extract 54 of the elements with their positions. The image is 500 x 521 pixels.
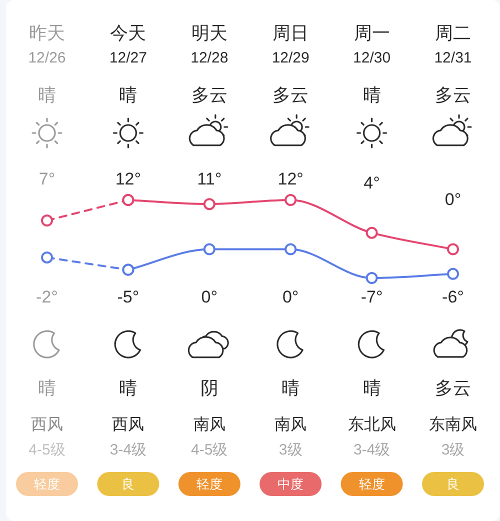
text: 中度 — [278, 476, 304, 492]
text: 12/28 — [190, 50, 228, 66]
text: 东北风 — [348, 416, 396, 434]
data-label: 0° — [282, 288, 299, 306]
data-label: -6° — [442, 288, 464, 306]
text: 轻度 — [34, 476, 60, 492]
text: 晴 — [362, 85, 381, 105]
data-label: -7° — [360, 288, 383, 306]
x-tick-label: 周日 — [272, 23, 309, 43]
text: 4-5级 — [191, 442, 228, 458]
data-label: 11° — [197, 170, 222, 188]
text: 西风 — [112, 416, 144, 434]
text: 晴 — [282, 378, 300, 398]
text: 12/29 — [272, 50, 310, 66]
data-label: -2° — [36, 288, 58, 306]
data-label: 12° — [115, 170, 142, 188]
text: 多云 — [191, 85, 228, 105]
text: 轻度 — [196, 476, 222, 492]
text: 多云 — [435, 85, 471, 105]
text: 西风 — [31, 416, 63, 434]
data-label: 0° — [201, 288, 218, 306]
text: 12/26 — [28, 50, 66, 66]
text: 3-4级 — [110, 442, 147, 458]
text: 晴 — [362, 378, 381, 398]
text: 阴 — [200, 378, 218, 398]
data-label: 12° — [278, 170, 304, 188]
data-label: 4° — [364, 173, 380, 192]
text: 3级 — [441, 442, 465, 458]
x-tick-label: 昨天 — [29, 23, 65, 43]
x-tick-label: 周二 — [435, 23, 471, 43]
text: 12/30 — [353, 50, 391, 66]
text: 3级 — [278, 442, 302, 458]
text: 晴 — [119, 85, 138, 105]
text: 良 — [122, 476, 135, 492]
text: 晴 — [119, 378, 138, 398]
data-label: -5° — [117, 288, 140, 306]
text: 晴 — [38, 85, 56, 105]
x-tick-label: 明天 — [191, 23, 228, 43]
text: 东南风 — [429, 416, 477, 434]
data-label: 0° — [444, 190, 462, 209]
text: 南风 — [193, 416, 226, 434]
text: 多云 — [272, 85, 309, 105]
text: 12/31 — [434, 50, 472, 66]
text: 轻度 — [358, 476, 385, 492]
text: 良 — [446, 476, 460, 492]
x-tick-label: 今天 — [110, 23, 146, 43]
text: 4-5级 — [28, 442, 66, 458]
x-tick-label: 周一 — [354, 23, 390, 43]
text: 晴 — [38, 378, 56, 398]
data-label: 7° — [38, 170, 56, 188]
text: 12/27 — [109, 50, 147, 66]
text: 3-4级 — [353, 442, 390, 458]
text: 多云 — [435, 378, 471, 398]
text: 南风 — [274, 416, 307, 434]
